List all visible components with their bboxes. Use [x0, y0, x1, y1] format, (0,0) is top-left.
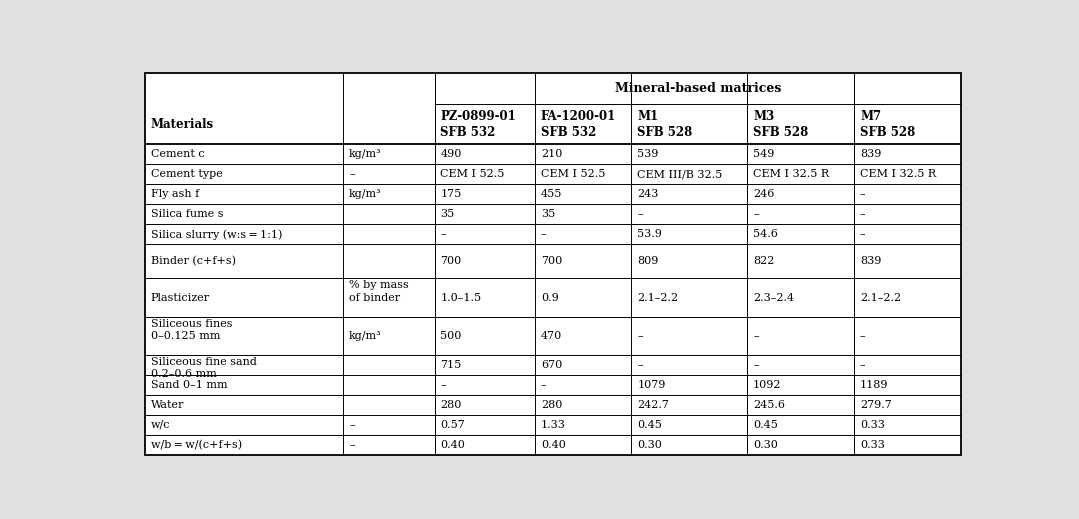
Text: –: – — [638, 360, 643, 370]
Text: CEM I 52.5: CEM I 52.5 — [541, 170, 605, 180]
Text: 35: 35 — [440, 210, 454, 220]
Text: 53.9: 53.9 — [638, 229, 663, 239]
Text: Siliceous fine sand
0.2–0.6 mm: Siliceous fine sand 0.2–0.6 mm — [151, 357, 257, 379]
Text: –: – — [638, 331, 643, 341]
Text: Plasticizer: Plasticizer — [151, 293, 210, 303]
Text: kg/m³: kg/m³ — [350, 149, 382, 159]
Text: 2.1–2.2: 2.1–2.2 — [638, 293, 679, 303]
Text: –: – — [860, 331, 865, 341]
Text: 539: 539 — [638, 149, 658, 159]
Text: kg/m³: kg/m³ — [350, 331, 382, 341]
Text: w/c: w/c — [151, 420, 170, 430]
Text: 0.40: 0.40 — [440, 440, 465, 450]
Text: 246: 246 — [753, 189, 775, 199]
Text: 0.45: 0.45 — [638, 420, 663, 430]
Text: 549: 549 — [753, 149, 775, 159]
Text: 2.1–2.2: 2.1–2.2 — [860, 293, 901, 303]
Text: –: – — [860, 210, 865, 220]
Text: –: – — [440, 229, 446, 239]
Text: 35: 35 — [541, 210, 555, 220]
Text: 490: 490 — [440, 149, 462, 159]
Text: % by mass
of binder: % by mass of binder — [350, 280, 409, 303]
Text: –: – — [753, 331, 759, 341]
Text: 0.57: 0.57 — [440, 420, 465, 430]
Text: 243: 243 — [638, 189, 658, 199]
Text: Water: Water — [151, 400, 185, 409]
Text: 1.33: 1.33 — [541, 420, 565, 430]
Text: w/b = w/(c+f+s): w/b = w/(c+f+s) — [151, 440, 242, 450]
Text: FA-1200-01
SFB 532: FA-1200-01 SFB 532 — [541, 110, 616, 139]
Text: –: – — [753, 360, 759, 370]
Text: –: – — [753, 210, 759, 220]
Text: 1079: 1079 — [638, 380, 666, 390]
Text: M1
SFB 528: M1 SFB 528 — [638, 110, 693, 139]
Text: M7
SFB 528: M7 SFB 528 — [860, 110, 915, 139]
Text: 0.40: 0.40 — [541, 440, 565, 450]
Text: –: – — [440, 380, 446, 390]
Text: 715: 715 — [440, 360, 462, 370]
Text: –: – — [638, 210, 643, 220]
Text: –: – — [541, 229, 546, 239]
Text: Mineral-based matrices: Mineral-based matrices — [615, 82, 781, 95]
Text: CEM I 52.5: CEM I 52.5 — [440, 170, 505, 180]
Text: –: – — [541, 380, 546, 390]
Text: 2.3–2.4: 2.3–2.4 — [753, 293, 794, 303]
Text: CEM III/B 32.5: CEM III/B 32.5 — [638, 170, 723, 180]
Text: 700: 700 — [440, 256, 462, 266]
Text: 0.33: 0.33 — [860, 420, 885, 430]
Text: 175: 175 — [440, 189, 462, 199]
Text: 279.7: 279.7 — [860, 400, 891, 409]
Text: 470: 470 — [541, 331, 562, 341]
Text: Materials: Materials — [151, 118, 214, 131]
Text: 1189: 1189 — [860, 380, 888, 390]
Text: 839: 839 — [860, 149, 882, 159]
Text: 0.30: 0.30 — [753, 440, 778, 450]
Text: 700: 700 — [541, 256, 562, 266]
Text: 54.6: 54.6 — [753, 229, 778, 239]
Text: –: – — [350, 420, 355, 430]
Text: Fly ash f: Fly ash f — [151, 189, 199, 199]
Text: Sand 0–1 mm: Sand 0–1 mm — [151, 380, 228, 390]
Text: 1.0–1.5: 1.0–1.5 — [440, 293, 481, 303]
Text: 839: 839 — [860, 256, 882, 266]
Text: 809: 809 — [638, 256, 658, 266]
Text: 0.45: 0.45 — [753, 420, 778, 430]
Text: Silica fume s: Silica fume s — [151, 210, 223, 220]
Text: kg/m³: kg/m³ — [350, 189, 382, 199]
Text: 670: 670 — [541, 360, 562, 370]
Text: 245.6: 245.6 — [753, 400, 786, 409]
Text: 0.9: 0.9 — [541, 293, 559, 303]
Text: –: – — [350, 440, 355, 450]
Text: 280: 280 — [440, 400, 462, 409]
Text: PZ-0899-01
SFB 532: PZ-0899-01 SFB 532 — [440, 110, 516, 139]
Text: 280: 280 — [541, 400, 562, 409]
Text: –: – — [350, 170, 355, 180]
Text: –: – — [860, 360, 865, 370]
Text: Siliceous fines
0–0.125 mm: Siliceous fines 0–0.125 mm — [151, 319, 232, 341]
Text: 1092: 1092 — [753, 380, 781, 390]
Text: 500: 500 — [440, 331, 462, 341]
Text: 822: 822 — [753, 256, 775, 266]
Text: Silica slurry (w:s = 1:1): Silica slurry (w:s = 1:1) — [151, 229, 282, 240]
Text: 210: 210 — [541, 149, 562, 159]
Text: –: – — [860, 189, 865, 199]
Text: –: – — [860, 229, 865, 239]
Text: Cement type: Cement type — [151, 170, 222, 180]
Text: CEM I 32.5 R: CEM I 32.5 R — [753, 170, 829, 180]
Text: Binder (c+f+s): Binder (c+f+s) — [151, 256, 236, 266]
Text: 0.33: 0.33 — [860, 440, 885, 450]
Text: 455: 455 — [541, 189, 562, 199]
Text: 0.30: 0.30 — [638, 440, 663, 450]
Text: M3
SFB 528: M3 SFB 528 — [753, 110, 808, 139]
Text: Cement c: Cement c — [151, 149, 204, 159]
Text: CEM I 32.5 R: CEM I 32.5 R — [860, 170, 937, 180]
Text: 242.7: 242.7 — [638, 400, 669, 409]
